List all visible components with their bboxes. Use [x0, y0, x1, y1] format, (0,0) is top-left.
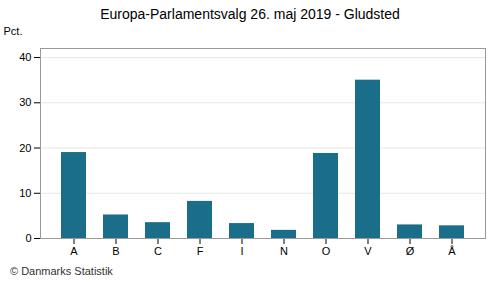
html-text:Europa-Parlamentsvalg 26. maj: Europa-Parlamentsvalg 26. maj 2019 - Glu… — [100, 6, 400, 22]
svg-text:V: V — [364, 245, 372, 257]
svg-text:F: F — [197, 245, 204, 257]
svg-text:0: 0 — [25, 232, 31, 244]
svg-text:30: 30 — [19, 96, 31, 108]
svg-text:C: C — [154, 245, 162, 257]
svg-text:Å: Å — [448, 245, 456, 257]
svg-text:N: N — [280, 245, 288, 257]
svg-text:B: B — [112, 245, 119, 257]
svg-text:40: 40 — [19, 51, 31, 63]
svg-text:Pct.: Pct. — [4, 25, 23, 37]
html-text:© Danmarks Statistik: © Danmarks Statistik — [10, 265, 113, 277]
svg-text:I: I — [240, 245, 243, 257]
svg-text:10: 10 — [19, 187, 31, 199]
svg-text:20: 20 — [19, 142, 31, 154]
svg-text:A: A — [70, 245, 78, 257]
svg-text:Ø: Ø — [406, 245, 415, 257]
svg-text:O: O — [322, 245, 331, 257]
